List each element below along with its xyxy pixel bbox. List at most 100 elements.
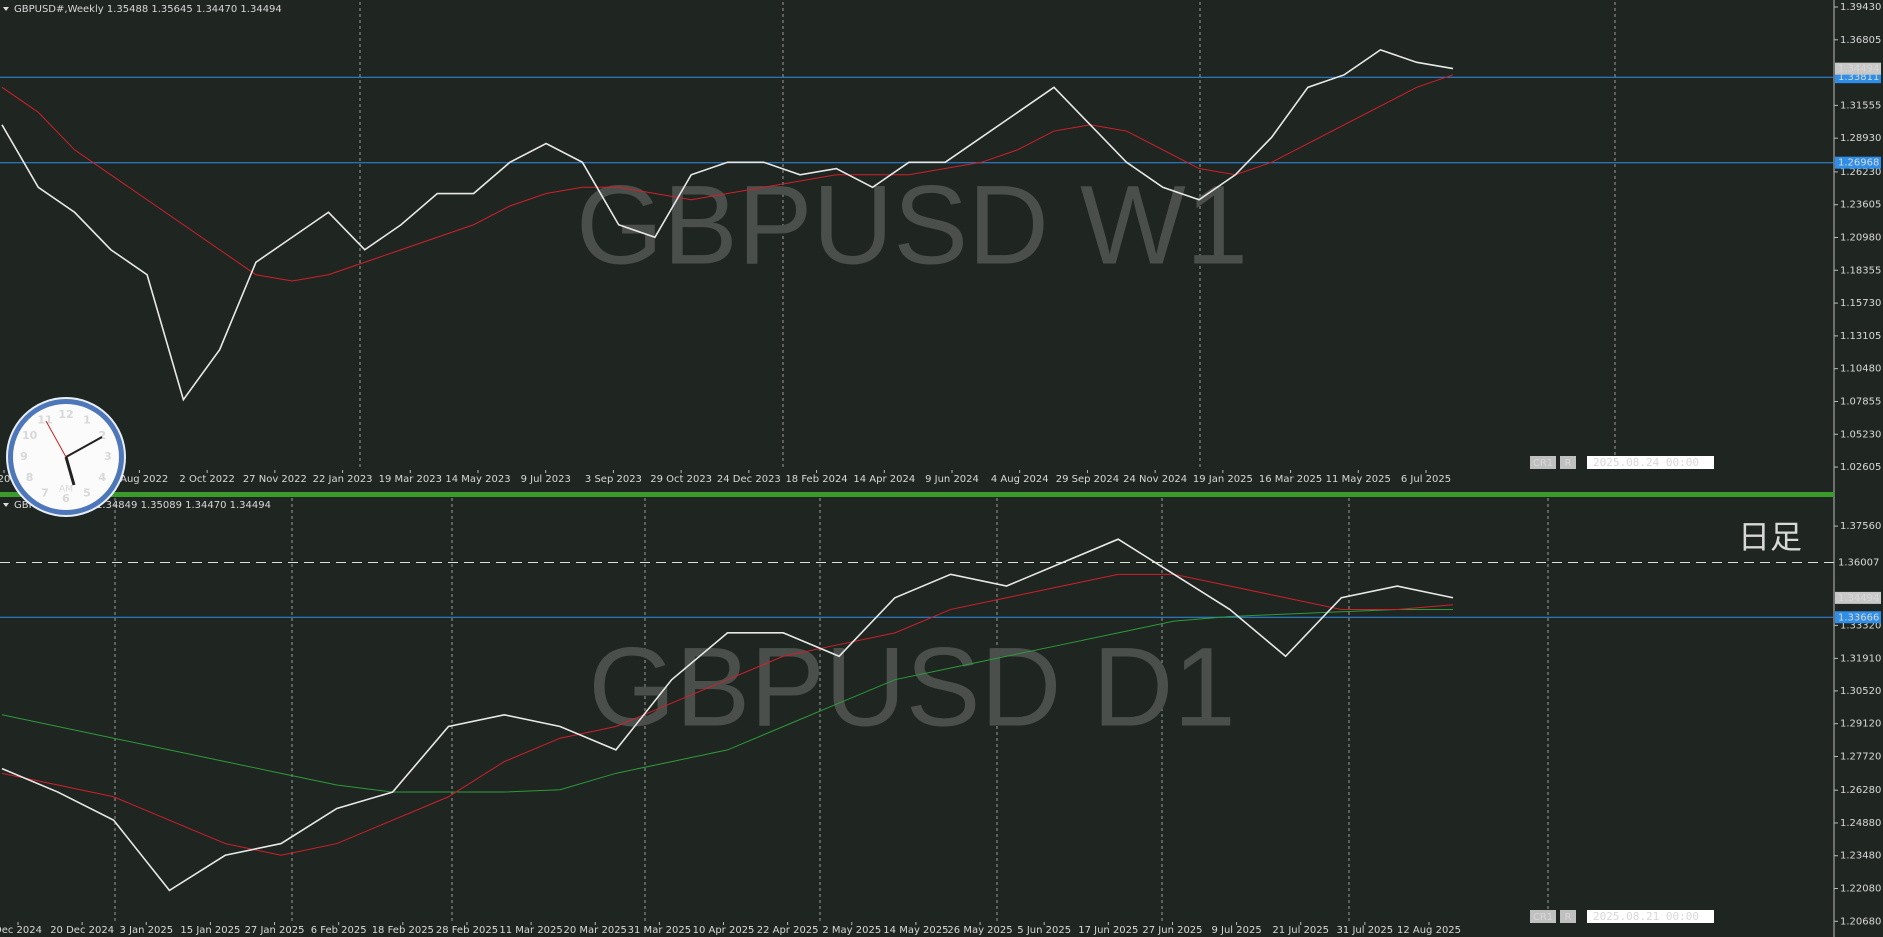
- panel-header: GBPUSD#,Weekly 1.35488 1.35645 1.34470 1…: [14, 4, 282, 15]
- chart-button[interactable]: [1560, 456, 1576, 469]
- y-tick-label: 1.23605: [1840, 200, 1881, 211]
- x-tick-label: 14 May 2025: [883, 925, 948, 936]
- clock-numeral: 1: [83, 414, 91, 427]
- level-label: 1.33811: [1838, 72, 1879, 83]
- y-tick-label: 1.37560: [1840, 521, 1881, 532]
- clock-numeral: 10: [22, 429, 38, 442]
- x-tick-label: 12 Aug 2025: [1397, 925, 1461, 936]
- level-tag: [1835, 611, 1881, 624]
- x-tick-label: 4 Aug 2024: [991, 474, 1049, 485]
- clock-minute-hand: [65, 436, 103, 458]
- y-tick-label: 1.26280: [1840, 785, 1881, 796]
- price-label: 1.34494: [1838, 64, 1879, 75]
- clock-second-hand: [45, 420, 67, 458]
- clock-numeral: 11: [37, 414, 52, 427]
- date-box: [1587, 910, 1714, 923]
- x-tick-label: 19 Mar 2023: [379, 474, 442, 485]
- ma-slow-line: [1, 608, 1453, 793]
- y-tick-label: 1.13105: [1840, 331, 1881, 342]
- x-tick-label: 11 May 2025: [1326, 474, 1391, 485]
- x-tick-label: 9 Jun 2024: [925, 474, 979, 485]
- header-arrow: [3, 7, 9, 11]
- y-tick-label: 1.36805: [1840, 35, 1881, 46]
- clock-label: AM: [59, 485, 73, 495]
- x-tick-label: 31 Mar 2025: [628, 925, 691, 936]
- x-tick-label: 19 Jan 2025: [1193, 474, 1253, 485]
- clock-numeral: 9: [20, 450, 28, 463]
- ma-fast-line: [1, 573, 1454, 856]
- x-tick-label: 2 May 2025: [822, 925, 881, 936]
- y-tick-label: 1.02605: [1840, 462, 1881, 473]
- chart-button-label: CR1: [1533, 458, 1553, 469]
- y-tick-label: 1.20680: [1840, 916, 1881, 927]
- y-tick-label: 1.31910: [1840, 653, 1881, 664]
- x-tick-label: 2 Oct 2022: [179, 474, 234, 485]
- y-tick-label: 1.27720: [1840, 751, 1881, 762]
- x-tick-label: 28 Feb 2025: [436, 925, 498, 936]
- x-tick-label: 18 Feb 2024: [785, 474, 847, 485]
- price-label: 1.34494: [1838, 593, 1879, 604]
- header-arrow: [3, 503, 9, 507]
- x-tick-label: 10 Apr 2025: [693, 925, 755, 936]
- chart-button-label: R: [1565, 912, 1572, 923]
- y-tick-label: 1.15730: [1840, 298, 1881, 309]
- x-tick-label: 31 Jul 2025: [1337, 925, 1394, 936]
- chart-button[interactable]: [1560, 910, 1576, 923]
- x-tick-label: 27 Jan 2025: [245, 925, 305, 936]
- y-tick-label: 1.18355: [1840, 265, 1881, 276]
- closes-line: [1, 48, 1454, 402]
- x-tick-label: 14 Apr 2024: [853, 474, 915, 485]
- x-tick-label: 7 Aug 2022: [111, 474, 169, 485]
- x-tick-label: 3 Sep 2023: [585, 474, 642, 485]
- x-tick-label: 11 Mar 2025: [499, 925, 562, 936]
- y-tick-label: 1.24880: [1840, 818, 1881, 829]
- clock-numeral: 5: [83, 486, 91, 499]
- y-tick-label: 1.07855: [1840, 396, 1881, 407]
- date-box: [1587, 456, 1714, 469]
- clock-numeral: 8: [26, 471, 34, 484]
- level-label: 1.36007: [1838, 557, 1879, 568]
- clock-numeral: 2: [99, 429, 107, 442]
- x-tick-label: 22 Apr 2025: [757, 925, 819, 936]
- clock-numeral: 4: [99, 471, 107, 484]
- clock-numeral: 7: [41, 486, 49, 499]
- x-tick-label: 3 Jan 2025: [119, 925, 173, 936]
- chart-button[interactable]: [1530, 456, 1556, 469]
- x-tick-label: 14 May 2023: [445, 474, 510, 485]
- x-tick-label: 21 Jul 2025: [1272, 925, 1329, 936]
- x-tick-label: 27 Nov 2022: [243, 474, 307, 485]
- chart-button-label: R: [1565, 458, 1572, 469]
- y-tick-label: 1.26230: [1840, 167, 1881, 178]
- x-tick-label: 24 Dec 2023: [717, 474, 781, 485]
- x-tick-label: 9 Jul 2023: [521, 474, 571, 485]
- closes-line: [1, 538, 1454, 892]
- x-tick-label: 17 Jun 2025: [1078, 925, 1138, 936]
- ma-fast-line: [1, 74, 1454, 282]
- level-tag: [1835, 556, 1881, 569]
- x-tick-label: 15 Jan 2025: [180, 925, 240, 936]
- x-tick-label: 26 May 2025: [947, 925, 1012, 936]
- x-tick-label: Dec 2024: [0, 925, 42, 936]
- y-tick-label: 1.31555: [1840, 100, 1881, 111]
- y-tick-label: 1.20980: [1840, 232, 1881, 243]
- panel-separator: [0, 492, 1834, 497]
- x-tick-label: 20 Dec 2024: [50, 925, 114, 936]
- x-tick-label: 29 Oct 2023: [650, 474, 712, 485]
- x-tick-label: 20: [0, 474, 10, 485]
- x-tick-label: 29 Sep 2024: [1056, 474, 1119, 485]
- clock-hour-hand: [64, 456, 76, 486]
- y-tick-label: 1.10480: [1840, 364, 1881, 375]
- x-tick-label: 9 Jul 2025: [1211, 925, 1261, 936]
- y-tick-label: 1.29120: [1840, 719, 1881, 730]
- chart-button[interactable]: [1530, 910, 1556, 923]
- level-label: 1.26968: [1838, 158, 1879, 169]
- timeframe-note: 日足: [1738, 518, 1802, 556]
- price-tag: [1835, 591, 1881, 604]
- x-tick-label: 6 Jul 2025: [1401, 474, 1451, 485]
- x-tick-label: 16 Mar 2025: [1259, 474, 1322, 485]
- y-tick-label: 1.22080: [1840, 884, 1881, 895]
- x-tick-label: 5 Jun 2025: [1017, 925, 1071, 936]
- y-tick-label: 1.23480: [1840, 851, 1881, 862]
- y-tick-label: 1.39430: [1840, 2, 1881, 13]
- x-tick-label: 27 Jun 2025: [1142, 925, 1202, 936]
